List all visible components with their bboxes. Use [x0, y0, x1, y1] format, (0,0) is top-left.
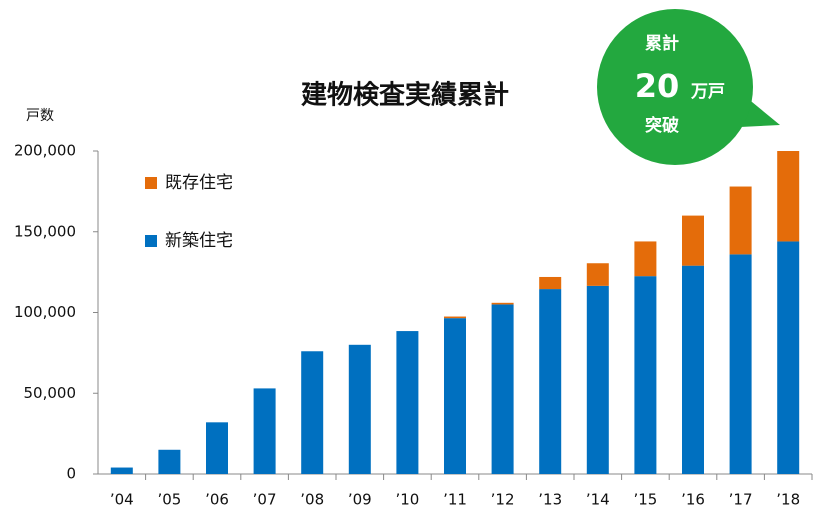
bar-segment: [301, 351, 324, 474]
bar-segment: [539, 276, 562, 290]
y-tick-label: 0: [66, 465, 76, 483]
bar-segment: [634, 276, 657, 474]
bar-segment: [206, 422, 228, 474]
x-tick-label: ’14: [586, 491, 610, 509]
bar-segment: [777, 241, 800, 474]
legend-swatch: [145, 177, 157, 189]
bar-segment: [682, 215, 704, 266]
callout-unit: 万戸: [690, 82, 725, 102]
bar-segment: [634, 241, 657, 277]
x-tick-label: ’13: [538, 491, 562, 509]
y-tick-label: 100,000: [14, 303, 76, 321]
bar-segment: [444, 318, 466, 474]
bar-segment: [729, 186, 752, 255]
x-tick-label: ’05: [157, 491, 181, 509]
y-tick-label: 50,000: [24, 384, 77, 402]
bar-segment: [729, 254, 752, 474]
x-tick-label: ’04: [110, 491, 134, 509]
bar-segment: [586, 263, 609, 286]
callout-line1: 累計: [645, 33, 679, 54]
chart-title: 建物検査実績累計: [301, 80, 509, 111]
bar-segment: [158, 449, 181, 474]
x-tick-label: ’07: [253, 491, 277, 509]
bar-segment: [444, 316, 466, 319]
bar-segment: [777, 151, 800, 242]
x-tick-label: ’12: [491, 491, 515, 509]
x-tick-label: ’09: [348, 491, 372, 509]
bar-segment: [348, 344, 371, 474]
callout-line2: 突破: [645, 115, 679, 136]
x-tick-label: ’11: [443, 491, 467, 509]
x-tick-label: ’17: [729, 491, 753, 509]
bar-segment: [253, 388, 276, 474]
x-tick-label: ’15: [633, 491, 657, 509]
bar-segment: [491, 302, 514, 305]
bar-segment: [396, 331, 419, 474]
x-tick-label: ’16: [681, 491, 705, 509]
x-tick-label: ’06: [205, 491, 229, 509]
x-tick-label: ’10: [395, 491, 419, 509]
bar-segment: [682, 265, 704, 474]
bar-segment: [110, 467, 133, 474]
callout-number: 20: [635, 67, 680, 105]
bar-segment: [539, 289, 562, 474]
legend-label: 新築住宅: [165, 231, 233, 251]
callout-circle: [597, 9, 753, 165]
x-tick-label: ’18: [776, 491, 800, 509]
y-tick-label: 200,000: [14, 142, 76, 160]
x-tick-label: ’08: [300, 491, 324, 509]
bar-segment: [586, 285, 609, 474]
legend-swatch: [145, 235, 157, 247]
bar-segment: [491, 304, 514, 474]
legend-label: 既存住宅: [165, 173, 233, 193]
y-tick-label: 150,000: [14, 222, 76, 240]
y-axis-label: 戸数: [26, 108, 54, 124]
